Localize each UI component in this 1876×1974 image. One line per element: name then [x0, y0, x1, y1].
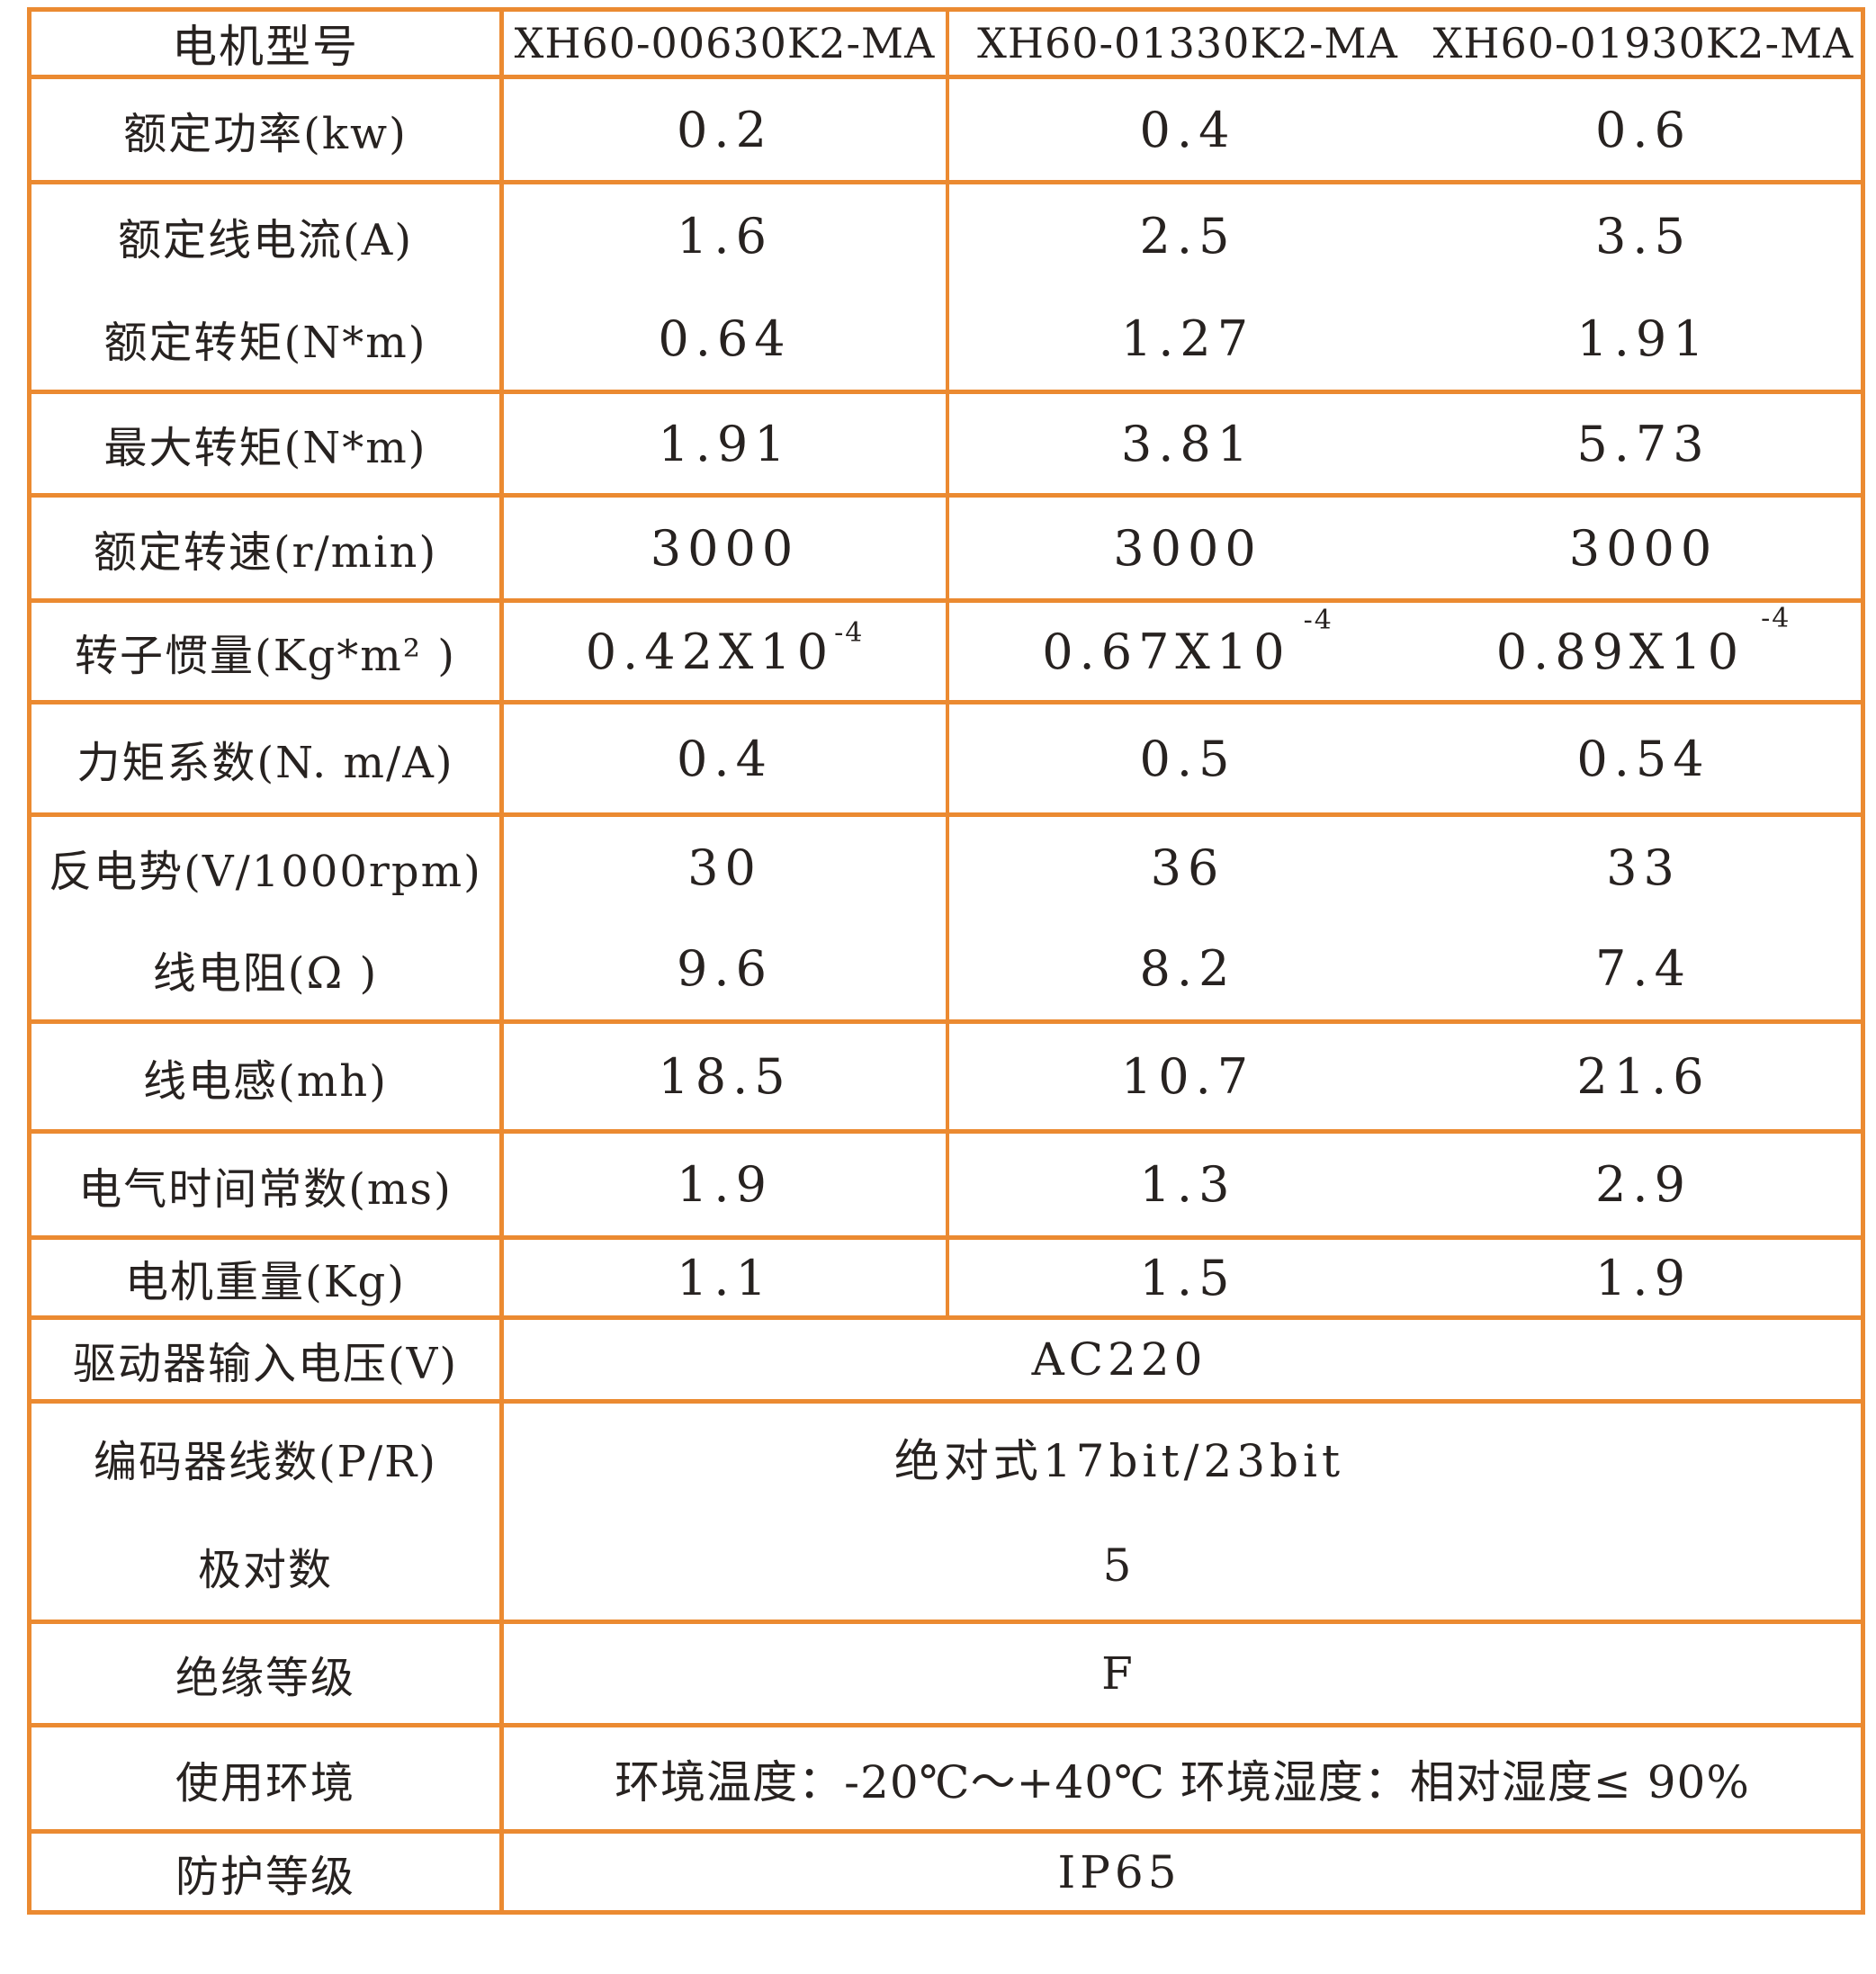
header-model-3: XH60-01930K2-MA [1432, 19, 1854, 67]
row-line-inductance-label: 线电感(mh) [31, 1024, 504, 1129]
rotor-inertia-base-3: 0.89X10 [1495, 623, 1746, 680]
row-motor-weight-label: 电机重量(Kg) [31, 1240, 504, 1315]
row-pole-pairs: 极对数 5 [31, 1512, 1861, 1620]
rated-current-value-3: 3.5 [1595, 207, 1692, 265]
row-motor-weight: 电机重量(Kg) 1.1 1.5 1.9 [31, 1240, 1861, 1320]
row-line-resistance-label: 线电阻(Ω ) [31, 918, 504, 1019]
max-torque-value-2: 3.81 [1120, 415, 1255, 472]
row-rated-power: 额定功率(kw) 0.2 0.4 0.6 [31, 79, 1861, 184]
rotor-inertia-value-2: 0.67X10 -4 [1042, 605, 1333, 680]
row-rotor-inertia: 转子惯量(Kg*m² ) 0.42X10 -4 0.67X10 -4 0.89X10… [31, 603, 1861, 704]
row-insulation-class: 绝缘等级 F [31, 1624, 1861, 1727]
row-operating-environment: 使用环境 环境温度：-20℃～+40℃ 环境湿度：相对湿度≤ 90% [31, 1727, 1861, 1834]
row-torque-constant-label: 力矩系数(N. m/A) [31, 704, 504, 812]
line-resistance-value-1: 9.6 [504, 918, 949, 1019]
row-time-constant-label: 电气时间常数(ms) [31, 1134, 504, 1235]
torque-constant-value-1: 0.4 [504, 704, 949, 812]
pole-pairs-value: 5 [1102, 1539, 1136, 1592]
header-label: 电机型号 [31, 12, 504, 75]
time-constant-value-2: 1.3 [1139, 1156, 1236, 1213]
rated-power-value-1: 0.2 [504, 79, 949, 180]
row-bemf-resistance-block: 反电势(V/1000rpm) 30 36 33 线电阻(Ω ) 9.6 8.2 … [31, 817, 1861, 1024]
rated-torque-value-2: 1.27 [1120, 310, 1255, 367]
motor-weight-value-1: 1.1 [504, 1240, 949, 1315]
row-insulation-class-label: 绝缘等级 [31, 1624, 504, 1723]
time-constant-value-3: 2.9 [1595, 1156, 1692, 1213]
back-emf-value-1: 30 [504, 817, 949, 919]
rated-current-value-1: 1.6 [504, 184, 949, 287]
row-protection-class-label: 防护等级 [31, 1834, 504, 1910]
header-model-1: XH60-00630K2-MA [504, 12, 949, 75]
rated-speed-value-1: 3000 [504, 498, 949, 598]
row-rated-current-label: 额定线电流(A) [31, 184, 504, 287]
row-time-constant: 电气时间常数(ms) 1.9 1.3 2.9 [31, 1134, 1861, 1240]
row-pole-pairs-label: 极对数 [31, 1512, 504, 1620]
rated-speed-value-2: 3000 [1113, 519, 1262, 577]
rated-power-value-3: 0.6 [1595, 101, 1692, 158]
row-rated-current: 额定线电流(A) 1.6 2.5 3.5 [31, 184, 1861, 287]
row-current-torque-block: 额定线电流(A) 1.6 2.5 3.5 额定转矩(N*m) 0.64 1.27… [31, 184, 1861, 394]
row-rated-power-label: 额定功率(kw) [31, 79, 504, 180]
protection-class-value: IP65 [1057, 1845, 1181, 1898]
line-inductance-value-3: 21.6 [1576, 1048, 1710, 1105]
row-max-torque: 最大转矩(N*m) 1.91 3.81 5.73 [31, 394, 1861, 498]
row-back-emf-label: 反电势(V/1000rpm) [31, 817, 504, 919]
line-resistance-value-2: 8.2 [1139, 940, 1236, 998]
insulation-class-value: F [1101, 1647, 1137, 1700]
torque-constant-value-2: 0.5 [1139, 730, 1236, 787]
rated-speed-value-3: 3000 [1568, 519, 1719, 577]
row-rated-speed: 额定转速(r/min) 3000 3000 3000 [31, 498, 1861, 603]
rated-torque-value-3: 1.91 [1576, 310, 1710, 367]
back-emf-value-2: 36 [1150, 839, 1225, 896]
row-protection-class: 防护等级 IP65 [31, 1834, 1861, 1910]
max-torque-value-3: 5.73 [1576, 415, 1710, 472]
line-resistance-value-3: 7.4 [1595, 940, 1692, 998]
row-encoder-lines-label: 编码器线数(P/R) [31, 1404, 504, 1512]
row-encoder-poles-block: 编码器线数(P/R) 绝对式17bit/23bit 极对数 5 [31, 1404, 1861, 1624]
row-drive-voltage-label: 驱动器输入电压(V) [31, 1320, 504, 1399]
row-line-inductance: 线电感(mh) 18.5 10.7 21.6 [31, 1024, 1861, 1134]
rated-current-value-2: 2.5 [1139, 207, 1236, 265]
line-inductance-value-2: 10.7 [1120, 1048, 1255, 1105]
row-max-torque-label: 最大转矩(N*m) [31, 394, 504, 493]
rotor-inertia-value-1: 0.42X10 -4 [504, 603, 949, 700]
row-rated-torque: 额定转矩(N*m) 0.64 1.27 1.91 [31, 287, 1861, 390]
row-rotor-inertia-label: 转子惯量(Kg*m² ) [31, 603, 504, 700]
row-line-resistance: 线电阻(Ω ) 9.6 8.2 7.4 [31, 918, 1861, 1019]
header-row: 电机型号 XH60-00630K2-MA XH60-01330K2-MA XH6… [31, 12, 1861, 79]
rated-torque-value-1: 0.64 [504, 287, 949, 390]
rotor-inertia-value-3: 0.89X10 -4 [1495, 603, 1791, 680]
row-rated-torque-label: 额定转矩(N*m) [31, 287, 504, 390]
torque-constant-value-3: 0.54 [1576, 730, 1710, 787]
encoder-lines-value: 绝对式17bit/23bit [893, 1435, 1345, 1487]
rotor-inertia-base-2: 0.67X10 [1042, 623, 1291, 680]
row-torque-constant: 力矩系数(N. m/A) 0.4 0.5 0.54 [31, 704, 1861, 817]
operating-environment-value: 环境温度：-20℃～+40℃ 环境湿度：相对湿度≤ 90% [615, 1755, 1750, 1808]
rotor-inertia-base-1: 0.42X10 [585, 623, 835, 680]
row-drive-voltage: 驱动器输入电压(V) AC220 [31, 1320, 1861, 1404]
motor-weight-value-2: 1.5 [1139, 1249, 1236, 1306]
row-operating-environment-label: 使用环境 [31, 1727, 504, 1829]
time-constant-value-1: 1.9 [504, 1134, 949, 1235]
rated-power-value-2: 0.4 [1139, 101, 1236, 158]
header-model-2: XH60-01330K2-MA [977, 19, 1398, 67]
motor-weight-value-3: 1.9 [1595, 1249, 1692, 1306]
line-inductance-value-1: 18.5 [504, 1024, 949, 1129]
drive-voltage-value: AC220 [1031, 1333, 1207, 1386]
row-encoder-lines: 编码器线数(P/R) 绝对式17bit/23bit [31, 1404, 1861, 1512]
motor-spec-table: 电机型号 XH60-00630K2-MA XH60-01330K2-MA XH6… [27, 7, 1865, 1915]
back-emf-value-3: 33 [1606, 839, 1681, 896]
row-back-emf: 反电势(V/1000rpm) 30 36 33 [31, 817, 1861, 919]
row-rated-speed-label: 额定转速(r/min) [31, 498, 504, 598]
max-torque-value-1: 1.91 [504, 394, 949, 493]
